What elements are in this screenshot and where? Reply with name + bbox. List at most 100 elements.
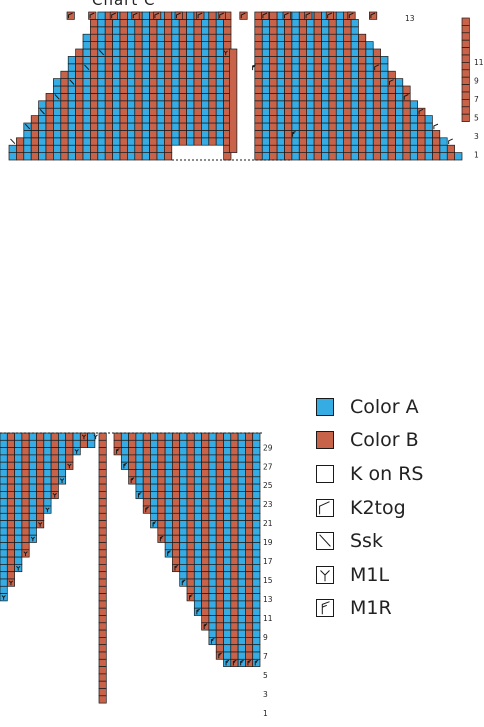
color-b-cell [75, 70, 84, 79]
color-b-cell [119, 107, 128, 116]
color-a-cell [179, 512, 188, 521]
color-a-cell [0, 447, 8, 456]
legend-label: Color A [350, 395, 419, 418]
m1r-symbol [181, 579, 186, 586]
color-b-cell [157, 469, 166, 478]
color-b-cell [36, 512, 45, 521]
color-b-cell [134, 78, 143, 87]
color-b-cell [245, 607, 254, 616]
color-a-cell [237, 556, 246, 565]
color-b-cell [254, 107, 263, 116]
color-a-swatch-icon [316, 397, 334, 416]
color-b-cell [157, 454, 166, 463]
color-a-cell [335, 137, 344, 146]
color-b-cell [36, 461, 45, 470]
color-b-cell [75, 144, 84, 153]
color-a-cell [306, 107, 315, 116]
legend: Color A Color B K on RS K2tog Ssk M1L M1… [316, 390, 423, 625]
color-a-cell [156, 100, 165, 109]
color-b-cell [298, 56, 307, 65]
color-b-cell [50, 447, 59, 456]
color-a-cell [135, 461, 144, 470]
color-b-cell [372, 130, 381, 139]
m1l-symbol [93, 434, 98, 440]
color-a-cell [171, 48, 180, 57]
color-b-cell [230, 651, 239, 660]
color-b-cell [402, 100, 411, 109]
color-a-cell [150, 498, 159, 507]
color-a-cell [127, 122, 136, 131]
color-b-cell [36, 439, 45, 448]
color-a-cell [53, 115, 62, 124]
color-b-cell [30, 152, 39, 161]
color-b-cell [142, 439, 151, 448]
color-a-cell [141, 115, 150, 124]
color-b-cell [164, 78, 173, 87]
color-b-cell [142, 454, 151, 463]
color-b-cell [269, 56, 278, 65]
color-a-cell [335, 11, 344, 20]
color-a-cell [237, 512, 246, 521]
color-b-cell [6, 571, 15, 580]
color-a-cell [223, 564, 232, 573]
color-a-cell [14, 505, 23, 514]
color-b-cell [230, 658, 239, 667]
color-a-cell [223, 607, 232, 616]
color-b-cell [6, 483, 15, 492]
color-a-cell [208, 600, 217, 609]
color-a-cell [261, 33, 270, 42]
color-b-cell [372, 85, 381, 94]
color-a-cell [186, 93, 195, 102]
color-b-cell [328, 48, 337, 57]
color-a-cell [306, 100, 315, 109]
color-a-cell [14, 534, 23, 543]
color-a-cell [350, 115, 359, 124]
color-b-cell [149, 26, 158, 35]
color-a-cell [156, 78, 165, 87]
color-a-cell [395, 100, 404, 109]
color-b-cell [60, 137, 69, 146]
color-b-cell [402, 130, 411, 139]
color-b-cell [298, 130, 307, 139]
color-b-cell [201, 520, 210, 529]
color-a-cell [208, 571, 217, 580]
color-b-cell [328, 19, 337, 28]
color-a-cell [67, 130, 76, 139]
color-a-cell [141, 144, 150, 153]
color-a-cell [365, 107, 374, 116]
color-a-cell [291, 152, 300, 161]
color-b-cell [461, 54, 470, 63]
color-a-cell [215, 130, 224, 139]
color-b-cell [134, 137, 143, 146]
color-b-cell [387, 122, 396, 131]
color-a-cell [0, 461, 8, 470]
color-b-cell [104, 122, 113, 131]
color-a-cell [179, 476, 188, 485]
color-b-cell [208, 130, 217, 139]
color-b-cell [298, 41, 307, 50]
color-b-cell [230, 600, 239, 609]
color-b-cell [269, 100, 278, 109]
m1r-symbol [210, 638, 215, 644]
color-b-cell [328, 78, 337, 87]
color-b-cell [119, 122, 128, 131]
color-a-cell [0, 491, 8, 500]
color-a-cell [208, 615, 217, 624]
color-b-cell [98, 534, 107, 543]
color-b-cell [208, 48, 217, 57]
color-b-cell [98, 520, 107, 529]
color-b-cell [372, 144, 381, 153]
color-b-cell [284, 56, 293, 65]
color-a-cell [186, 41, 195, 50]
color-a-cell [141, 33, 150, 42]
color-b-cell [6, 432, 15, 441]
color-b-cell [98, 658, 107, 667]
color-b-cell [208, 11, 217, 20]
color-b-cell [201, 476, 210, 485]
color-b-cell [172, 505, 181, 514]
color-b-cell [50, 461, 59, 470]
color-b-cell [387, 93, 396, 102]
color-a-cell [350, 48, 359, 57]
color-b-cell [284, 85, 293, 94]
color-b-cell [313, 130, 322, 139]
